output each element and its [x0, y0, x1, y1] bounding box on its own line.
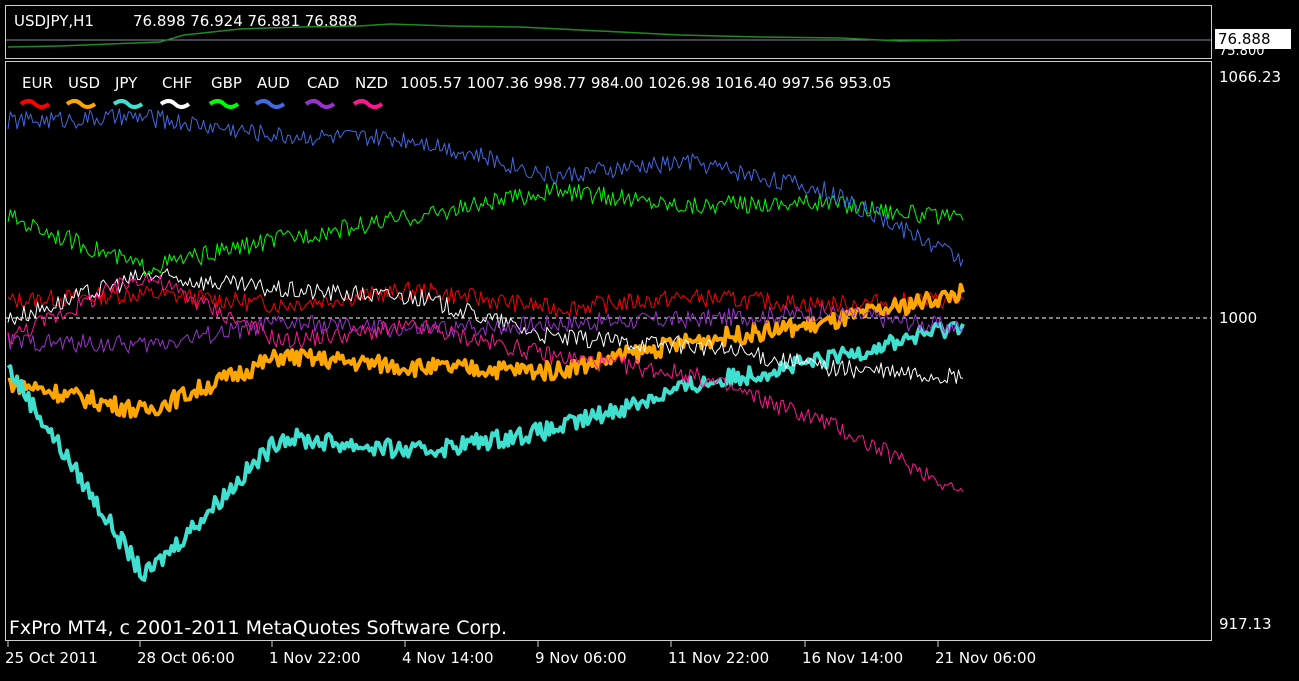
series-line-gbp [7, 182, 964, 277]
series-line-aud [7, 108, 964, 267]
series-line-usd [7, 282, 965, 419]
legend-label-cad: CAD [307, 74, 340, 92]
legend-label-usd: USD [68, 74, 101, 92]
current-price-box: 76.888 [1215, 29, 1291, 49]
time-label: 9 Nov 06:00 [535, 649, 627, 667]
main-price-line [7, 23, 961, 48]
indicator-panel[interactable] [5, 61, 1212, 641]
legend-swatch-nzd [352, 99, 384, 109]
legend-swatch-gbp [208, 99, 240, 109]
time-label: 28 Oct 06:00 [137, 649, 235, 667]
legend-label-nzd: NZD [355, 74, 389, 92]
legend-swatch-aud [254, 99, 286, 109]
legend-label-eur: EUR [22, 74, 53, 92]
time-label: 16 Nov 14:00 [802, 649, 904, 667]
legend-label-gbp: GBP [211, 74, 242, 92]
axis-label-1000: 1000 [1219, 309, 1258, 327]
axis-label-top: 1066.23 [1219, 68, 1282, 86]
time-label: 1 Nov 22:00 [269, 649, 361, 667]
legend-swatches [19, 99, 384, 109]
series-group [6, 108, 965, 582]
series-line-cad [7, 303, 964, 354]
legend-label-chf: CHF [162, 74, 193, 92]
time-label: 21 Nov 06:00 [935, 649, 1037, 667]
price-chart-panel[interactable] [5, 5, 1212, 59]
time-label: 4 Nov 14:00 [402, 649, 494, 667]
axis-label-bottom: 917.13 [1219, 615, 1272, 633]
legend-swatch-jpy [112, 99, 144, 109]
price-axis-label-lower: 75.800 [1219, 46, 1265, 58]
legend-swatch-cad [304, 99, 336, 109]
time-label: 11 Nov 22:00 [668, 649, 770, 667]
legend-swatch-eur [19, 99, 51, 109]
copyright-text: FxPro MT4, c 2001-2011 MetaQuotes Softwa… [9, 617, 508, 639]
series-line-eur [7, 281, 964, 318]
time-label: 25 Oct 2011 [5, 649, 98, 667]
series-line-jpy [6, 321, 965, 582]
legend-swatch-usd [65, 99, 97, 109]
series-line-chf [7, 268, 964, 384]
legend-swatch-chf [159, 99, 191, 109]
indicator-values: 1005.57 1007.36 998.77 984.00 1026.98 10… [400, 74, 892, 92]
legend-label-aud: AUD [257, 74, 290, 92]
legend-label-jpy: JPY [115, 74, 138, 92]
series-line-nzd [7, 273, 964, 493]
ohlc-values: 76.898 76.924 76.881 76.888 [133, 12, 358, 30]
symbol-label: USDJPY,H1 [14, 12, 94, 30]
